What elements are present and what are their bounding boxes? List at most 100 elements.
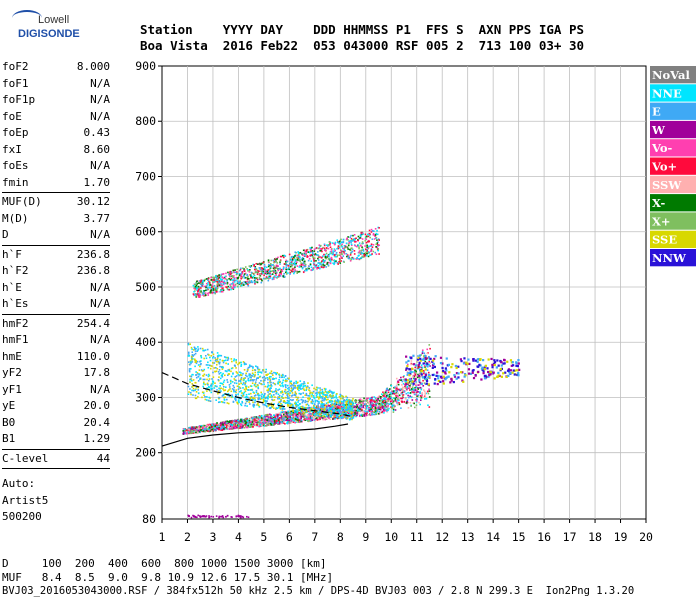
echo-point (308, 399, 310, 401)
echo-point (378, 410, 381, 413)
echo-point (337, 399, 340, 402)
echo-point (272, 269, 274, 272)
echo-point (299, 393, 302, 396)
echo-point (408, 396, 410, 399)
echo-point (217, 371, 220, 373)
echo-point (293, 415, 296, 418)
echo-point (402, 394, 404, 396)
echo-point (395, 396, 398, 399)
echo-point (273, 422, 275, 425)
echo-point (221, 280, 224, 283)
echo-point (426, 378, 428, 381)
echo-point (359, 408, 361, 410)
param-name: h`F (2, 247, 22, 261)
echo-point (271, 424, 273, 426)
echo-point (335, 413, 338, 416)
echo-point (339, 393, 341, 396)
echo-point (357, 411, 360, 414)
echo-point (366, 252, 368, 255)
echo-point (239, 379, 242, 382)
echo-point (313, 413, 316, 416)
echo-point (352, 404, 354, 406)
echo-point (374, 397, 377, 399)
echo-point (377, 245, 379, 247)
echo-point (356, 411, 359, 413)
echo-point (387, 395, 389, 397)
echo-point (429, 365, 431, 367)
echo-point (364, 407, 367, 409)
echo-point (235, 425, 237, 428)
echo-point (218, 362, 221, 365)
param-value: N/A (90, 228, 110, 241)
echo-point (239, 386, 241, 389)
echo-point (269, 372, 272, 374)
echo-point (213, 284, 216, 287)
echo-point (427, 392, 430, 395)
echo-point (336, 414, 339, 417)
echo-point (258, 397, 260, 399)
echo-point (216, 285, 219, 288)
echo-point (374, 406, 377, 409)
param-separator (2, 192, 110, 195)
echo-point (390, 385, 393, 387)
echo-point (211, 426, 214, 428)
echo-point (214, 370, 216, 373)
echo-point (307, 251, 310, 253)
echo-point (420, 366, 423, 369)
echo-point (199, 365, 201, 368)
echo-point (419, 403, 422, 406)
echo-point (340, 406, 343, 408)
echo-point (238, 383, 241, 385)
echo-point (198, 425, 201, 427)
echo-point (270, 404, 273, 406)
param-name: foEs (2, 159, 29, 172)
echo-point (195, 431, 197, 434)
echo-point (416, 398, 419, 401)
echo-point (295, 262, 297, 265)
autoscale-info: Artist5 (2, 493, 49, 507)
echo-point (232, 400, 235, 403)
echo-point (404, 384, 407, 387)
echo-point (182, 428, 185, 430)
echo-point (239, 268, 242, 271)
echo-point (410, 405, 412, 407)
echo-point (421, 350, 424, 353)
echo-point (291, 384, 293, 386)
echo-point (254, 271, 257, 273)
echo-point (327, 412, 329, 414)
echo-point (212, 353, 215, 356)
echo-point (347, 407, 349, 409)
echo-point (309, 415, 312, 418)
echo-point (284, 388, 287, 391)
echo-point (254, 401, 256, 404)
echo-point (385, 390, 387, 392)
param-separator (2, 244, 110, 248)
echo-point (260, 278, 263, 281)
echo-point (265, 266, 268, 269)
echo-point (270, 383, 272, 386)
echo-point (295, 421, 297, 423)
echo-point (338, 415, 341, 418)
echo-point (331, 416, 333, 419)
echo-point (210, 291, 213, 294)
echo-point (378, 394, 381, 397)
echo-point (385, 398, 387, 401)
echo-point (302, 266, 304, 269)
echo-point (305, 403, 308, 406)
param-row: fxI 8.60 (2, 143, 110, 160)
echo-point (269, 417, 272, 419)
echo-point (211, 357, 214, 359)
echo-point (281, 421, 284, 424)
echo-point (321, 401, 323, 404)
echo-point (205, 357, 208, 360)
echo-point (363, 411, 366, 414)
echo-point (268, 393, 270, 395)
echo-point (273, 418, 276, 420)
echo-point (282, 374, 284, 377)
echo-point (190, 378, 193, 380)
echo-point (187, 353, 190, 355)
echo-point (267, 389, 270, 392)
echo-point (277, 256, 279, 259)
echo-point (354, 407, 356, 410)
echo-point (253, 404, 256, 407)
